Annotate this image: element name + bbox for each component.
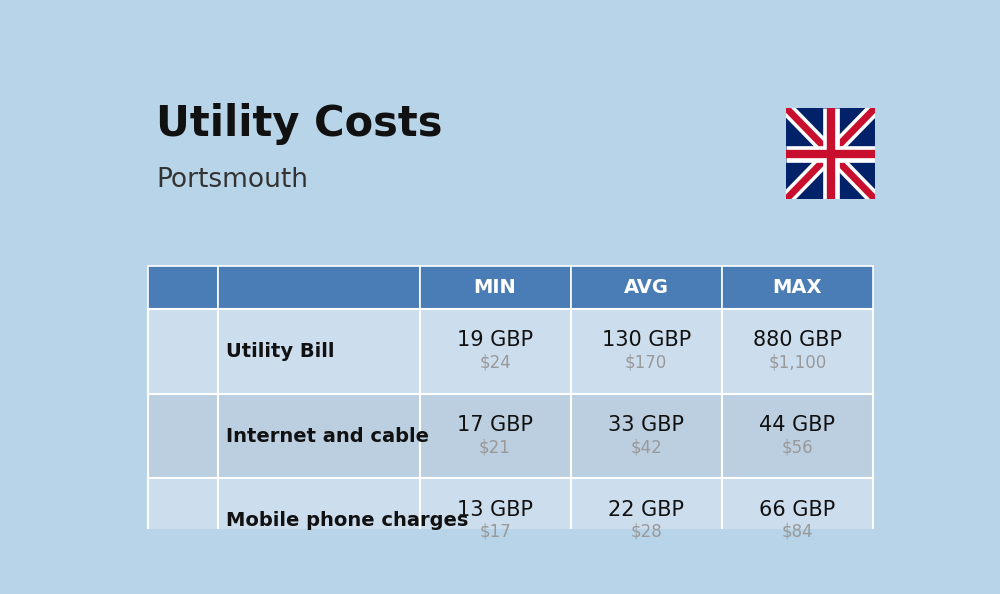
- Bar: [571, 266, 722, 309]
- Bar: [420, 266, 571, 309]
- Text: $24: $24: [479, 353, 511, 371]
- Text: 33 GBP: 33 GBP: [608, 415, 684, 435]
- Bar: [420, 478, 571, 563]
- Bar: [218, 478, 420, 563]
- Bar: [152, 314, 214, 389]
- Text: $1,100: $1,100: [768, 353, 826, 371]
- Text: $17: $17: [479, 523, 511, 541]
- Text: MAX: MAX: [773, 278, 822, 297]
- Text: 44 GBP: 44 GBP: [759, 415, 835, 435]
- Text: Utility Costs: Utility Costs: [156, 103, 442, 146]
- Bar: [420, 309, 571, 394]
- Text: $170: $170: [625, 353, 667, 371]
- Text: $42: $42: [630, 438, 662, 456]
- Bar: [218, 309, 420, 394]
- Bar: [218, 394, 420, 478]
- Bar: [420, 394, 571, 478]
- Text: Portsmouth: Portsmouth: [156, 168, 308, 193]
- Text: $28: $28: [630, 523, 662, 541]
- Text: 19 GBP: 19 GBP: [457, 330, 533, 350]
- Bar: [218, 266, 420, 309]
- Text: AVG: AVG: [624, 278, 669, 297]
- Text: Internet and cable: Internet and cable: [226, 426, 429, 446]
- Text: 22 GBP: 22 GBP: [608, 500, 684, 520]
- Bar: [571, 394, 722, 478]
- Bar: [722, 266, 873, 309]
- Text: $56: $56: [782, 438, 813, 456]
- Bar: [148, 266, 218, 309]
- Text: Utility Bill: Utility Bill: [226, 342, 334, 361]
- Bar: [722, 394, 873, 478]
- Text: 13 GBP: 13 GBP: [457, 500, 533, 520]
- Bar: [722, 478, 873, 563]
- Text: $21: $21: [479, 438, 511, 456]
- Text: MIN: MIN: [474, 278, 516, 297]
- Bar: [152, 483, 214, 558]
- Text: 66 GBP: 66 GBP: [759, 500, 835, 520]
- Text: 880 GBP: 880 GBP: [753, 330, 842, 350]
- Text: $84: $84: [782, 523, 813, 541]
- Bar: [571, 309, 722, 394]
- Bar: [786, 108, 875, 200]
- Text: Mobile phone charges: Mobile phone charges: [226, 511, 468, 530]
- Text: 130 GBP: 130 GBP: [602, 330, 691, 350]
- Text: 17 GBP: 17 GBP: [457, 415, 533, 435]
- Bar: [148, 394, 218, 478]
- Bar: [152, 399, 214, 474]
- Bar: [148, 478, 218, 563]
- Bar: [571, 478, 722, 563]
- Bar: [722, 309, 873, 394]
- Bar: [148, 309, 218, 394]
